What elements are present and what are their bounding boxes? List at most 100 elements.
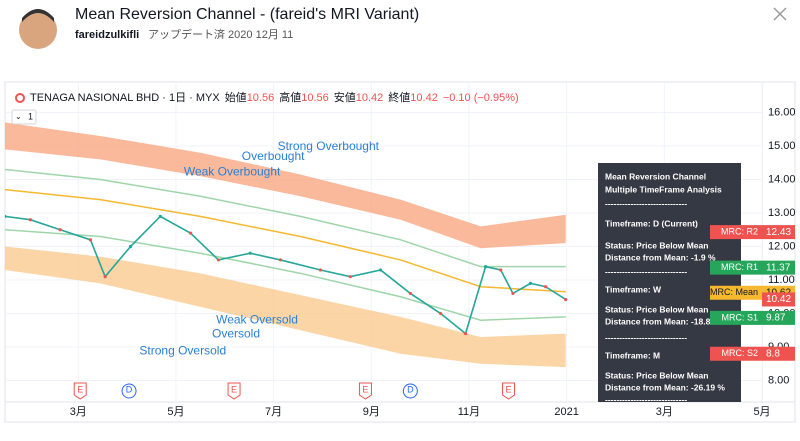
price-point [348, 275, 352, 279]
price-label-name-box [710, 346, 762, 361]
price-label-box [762, 292, 795, 307]
price-label-value: 10.42 [766, 294, 791, 305]
info-line: Status: Price Below Mean [605, 240, 708, 250]
info-line: Multiple TimeFrame Analysis [605, 184, 722, 194]
symbol-part: 10.42 [410, 92, 438, 104]
updated: アップデート済 2020 12月 11 [148, 27, 293, 41]
price-point [378, 268, 383, 272]
annotation: Weak Overbought [184, 164, 281, 178]
x-tick-label: 5月 [753, 406, 770, 418]
event-marker [73, 382, 87, 400]
event-label: E [231, 384, 237, 394]
info-line: ----------------------------- [605, 394, 687, 404]
band [5, 122, 566, 249]
x-tick-label: 11月 [458, 406, 480, 418]
x-tick-label: 7月 [265, 406, 282, 418]
info-line: Timeframe: D (Current) [605, 218, 698, 228]
price-point [28, 218, 32, 222]
info-line: Timeframe: W [605, 284, 662, 294]
y-tick-label: 16.00 [768, 106, 796, 118]
info-line: ----------------------------- [605, 332, 687, 342]
price-point [544, 285, 548, 289]
info-line: Mean Reversion Channel [605, 171, 706, 181]
info-line: ----------------------------- [605, 266, 687, 276]
price-label-name: MRC: R1 [721, 262, 758, 272]
price-point [564, 297, 568, 302]
x-tick-label: 3月 [656, 406, 673, 418]
avatar[interactable] [19, 11, 57, 49]
y-tick-label: 11.00 [768, 274, 795, 286]
price-point [103, 275, 107, 279]
price-point [188, 231, 193, 235]
price-point [278, 258, 283, 262]
price-point [408, 291, 412, 296]
price-label-box [762, 225, 795, 240]
y-tick-label: 15.00 [768, 140, 796, 152]
annotation: Strong Overbought [278, 139, 380, 153]
interval-label: 1 [28, 111, 33, 121]
price-label-value: 12.43 [766, 227, 791, 238]
event-marker [121, 383, 137, 399]
info-line: Distance from Mean: -18.89 % [605, 316, 725, 326]
price-point [499, 268, 503, 272]
channel-line [5, 188, 566, 293]
x-tick-label: 9月 [363, 406, 380, 418]
price-label-name: MRC: S2 [721, 348, 758, 358]
event-label: D [126, 384, 133, 394]
symbol-part: 始値 [225, 90, 247, 104]
author[interactable]: fareidzulkifli [75, 29, 139, 41]
price-label-value: 8.8 [766, 348, 780, 359]
event-label: E [362, 384, 368, 394]
overlay: 8.009.0010.0011.0012.0013.0014.0015.0016… [11, 90, 796, 418]
symbol-part: 10.56 [247, 92, 275, 104]
annotation: Strong Oversold [139, 344, 226, 358]
title: Mean Reversion Channel - (fareid's MRI V… [75, 6, 419, 23]
channel-line [5, 229, 566, 321]
price-point [128, 244, 133, 249]
price-label-name-box [710, 310, 762, 325]
price-point [58, 228, 62, 232]
annotation: Weak Oversold [216, 312, 298, 326]
symbol-part: 高値 [279, 90, 301, 104]
price-point [439, 311, 443, 316]
price-point [216, 258, 221, 262]
x-tick-label: 3月 [70, 406, 87, 418]
price-label-name-box [710, 260, 762, 275]
event-label: E [506, 384, 512, 394]
event-label: E [77, 384, 83, 394]
symbol-part: TENAGA NASIONAL BHD · 1日 · MYX [30, 92, 220, 104]
y-tick-label: 8.00 [768, 374, 789, 386]
symbol-part: −0.10 (−0.95%) [443, 92, 519, 104]
symbol-line: TENAGA NASIONAL BHD · 1日 · MYX 始値10.56 高値 1… [30, 90, 519, 104]
close-button[interactable] [773, 7, 787, 21]
y-tick-label: 13.00 [768, 207, 796, 219]
price-label-box [762, 346, 795, 361]
price-label-box [762, 310, 795, 325]
event-label: D [407, 384, 414, 394]
info-line: Timeframe: M [605, 350, 660, 360]
info-line: Status: Price Below Mean [605, 304, 708, 314]
avatar-hair [22, 9, 54, 22]
info-line: Distance from Mean: -1.9 % [605, 252, 716, 262]
info-panel [598, 163, 741, 402]
annotation: Oversold [212, 326, 260, 340]
price-label-name: MRC: R2 [721, 226, 758, 236]
info-line: Distance from Mean: -26.19 % [605, 382, 725, 392]
y-tick-label: 14.00 [768, 173, 796, 185]
interval-caret: ⌄ [15, 112, 22, 121]
symbol-part: 終値 [388, 90, 410, 104]
info-line: ----------------------------- [605, 198, 687, 208]
interval-button[interactable] [11, 109, 37, 125]
price-label-name: MRC: Mean [710, 287, 758, 297]
price-point [528, 281, 533, 285]
event-marker [502, 382, 516, 400]
band [5, 246, 566, 368]
x-tick-label: 5月 [167, 406, 184, 418]
price-point [483, 265, 488, 269]
event-marker [402, 383, 418, 399]
price-point [158, 214, 162, 218]
price-label-value: 11.37 [766, 262, 791, 273]
price-point [88, 238, 93, 242]
price-point [511, 291, 515, 296]
